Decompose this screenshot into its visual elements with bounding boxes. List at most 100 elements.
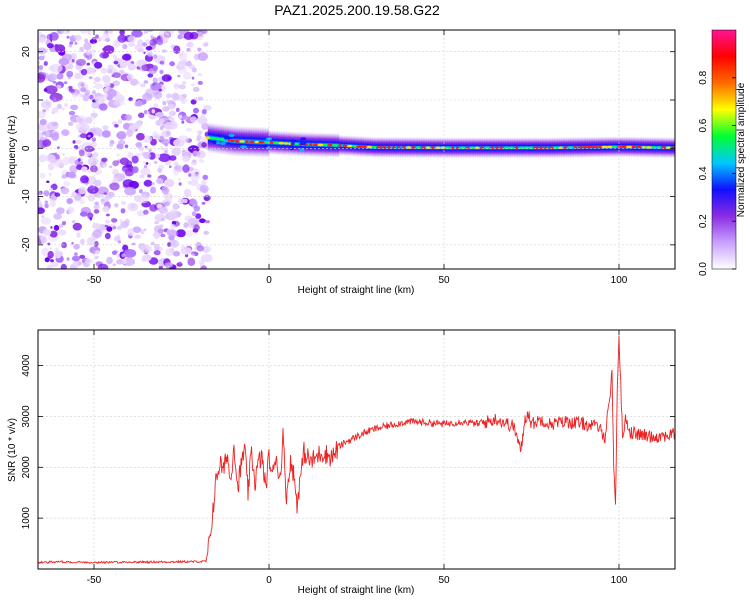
heatmap-noise-cell: [106, 89, 117, 98]
heatmap-noise-cell: [163, 201, 170, 207]
heatmap-noise-cell: [92, 223, 101, 230]
heatmap-noise-cell: [140, 229, 145, 235]
heatmap-noise-cell: [132, 166, 139, 174]
x-tick-label: 0: [266, 275, 272, 286]
heatmap-noise-cell: [84, 145, 94, 153]
heatmap-ridge-peak: [356, 145, 363, 148]
x-tick-label: 50: [438, 575, 450, 586]
heatmap-noise-cell: [80, 133, 88, 139]
heatmap-noise-cell: [122, 102, 126, 105]
heatmap-ridge-peak: [347, 144, 353, 148]
heatmap-noise-cell: [101, 75, 111, 83]
heatmap-noise-cell: [94, 201, 100, 205]
heatmap-ridge-peak: [317, 143, 324, 147]
heatmap-noise-cell: [138, 180, 142, 185]
heatmap-noise-cell: [143, 209, 149, 215]
heatmap-noise-cell: [89, 217, 93, 221]
heatmap-noise-cell: [150, 82, 162, 91]
colorbar-tick-label: 0.4: [698, 166, 709, 180]
heatmap-noise-cell: [198, 159, 205, 163]
heatmap-noise-cell: [168, 110, 176, 117]
heatmap-noise-cell: [113, 39, 121, 48]
heatmap-noise-cell: [172, 250, 181, 257]
heatmap-noise-cell: [164, 121, 175, 131]
heatmap-noise-cell: [127, 228, 135, 237]
heatmap-noise-cell: [92, 151, 99, 158]
heatmap-noise-cell: [52, 80, 57, 84]
heatmap-noise-cell: [92, 229, 102, 239]
heatmap-noise-cell: [95, 34, 99, 39]
heatmap-ridge-peak: [342, 144, 347, 147]
heatmap-noise-cell: [148, 148, 152, 153]
heatmap-noise-cell: [119, 30, 125, 36]
heatmap-noise-cell: [93, 179, 102, 187]
heatmap-ridge-peak: [278, 141, 285, 145]
heatmap-noise-cell: [67, 121, 74, 126]
heatmap-ridge-column: [214, 123, 217, 155]
heatmap-noise-cell: [106, 256, 113, 265]
heatmap-noise-cell: [170, 209, 175, 214]
heatmap-noise-cell: [126, 129, 133, 138]
heatmap-noise-cell: [156, 178, 164, 185]
heatmap-noise-cell: [42, 139, 52, 147]
heatmap-ridge-column: [272, 130, 275, 156]
heatmap-noise-cell: [43, 190, 50, 197]
colorbar-label: Normalized spectral amplitude: [736, 82, 747, 217]
heatmap-noise-cell: [125, 114, 132, 121]
heatmap-ridge-peak: [459, 146, 466, 150]
heatmap-noise-cell: [73, 145, 79, 150]
heatmap-noise-cell: [67, 63, 74, 70]
heatmap-noise-cell: [49, 199, 56, 208]
heatmap-noise-cell: [80, 119, 88, 129]
heatmap-noise-cell: [72, 222, 83, 231]
heatmap-ridge-peak: [479, 146, 485, 150]
heatmap-noise-cell: [134, 44, 144, 51]
heatmap-noise-cell: [161, 74, 172, 82]
heatmap-noise-cell: [116, 225, 122, 230]
figure-title: PAZ1.2025.200.19.58.G22: [274, 2, 440, 18]
heatmap-noise-cell: [161, 49, 167, 53]
heatmap-noise-cell: [113, 60, 119, 65]
heatmap-noise-cell: [75, 139, 82, 145]
heatmap-noise-cell: [178, 84, 186, 90]
heatmap-noise-cell: [122, 53, 131, 61]
heatmap-noise-cell: [183, 188, 192, 197]
heatmap-noise-cell: [177, 74, 181, 78]
heatmap-noise-cell: [38, 55, 45, 61]
y-tick-label: 1000: [21, 507, 32, 530]
heatmap-ridge-blob: [262, 144, 269, 148]
heatmap-noise-cell: [202, 174, 209, 180]
heatmap-ridge-peak: [617, 145, 622, 149]
heatmap-ridge-peak: [490, 146, 494, 150]
heatmap-noise-cell: [58, 57, 70, 66]
heatmap-noise-cell: [120, 200, 127, 205]
heatmap-noise-cell: [200, 254, 213, 263]
heatmap-noise-cell: [85, 258, 93, 265]
heatmap-noise-cell: [199, 262, 204, 267]
heatmap-noise-cell: [177, 65, 187, 74]
heatmap-ridge-blob: [212, 141, 217, 144]
heatmap-ridge-peak: [612, 145, 617, 149]
heatmap-noise-cell: [190, 99, 197, 105]
heatmap-noise-cell: [154, 213, 167, 222]
colorbar-tick-label: 0.6: [698, 118, 709, 132]
heatmap-noise-cell: [88, 76, 93, 80]
heatmap-noise-cell: [152, 65, 158, 72]
heatmap-noise-cell: [73, 35, 79, 40]
heatmap-noise-cell: [108, 30, 113, 34]
heatmap-noise-cell: [47, 250, 54, 259]
heatmap-ridge-peak: [621, 145, 628, 149]
heatmap-noise-cell: [89, 94, 94, 100]
heatmap-noise-cell: [177, 205, 181, 208]
heatmap-ridge-blob: [228, 133, 235, 137]
heatmap-noise-cell: [119, 62, 127, 69]
heatmap-noise-cell: [197, 116, 208, 125]
heatmap-noise-cell: [178, 114, 183, 120]
heatmap-ridge-peak: [601, 145, 608, 149]
heatmap-noise-cell: [57, 229, 66, 236]
heatmap-noise-cell: [191, 211, 197, 217]
heatmap-noise-cell: [56, 207, 65, 215]
heatmap-noise-cell: [44, 200, 49, 204]
heatmap-noise-cell: [147, 174, 152, 178]
heatmap-noise-cell: [79, 254, 86, 259]
